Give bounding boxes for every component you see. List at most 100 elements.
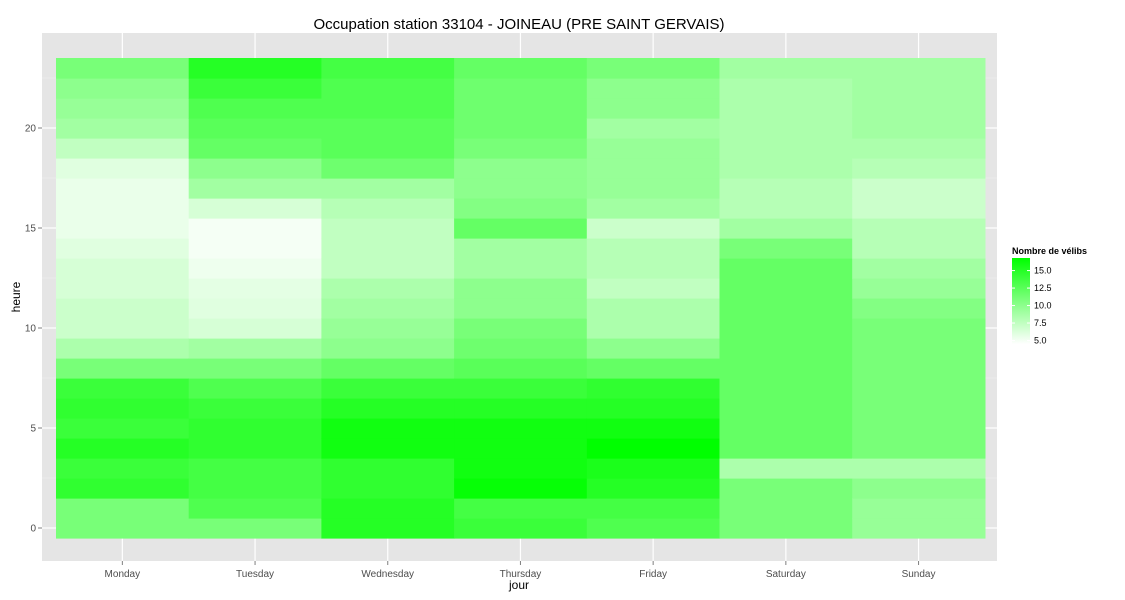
heatmap-cell [56,118,190,139]
heatmap-cell [852,418,986,439]
heatmap-cell [321,118,455,139]
legend-ticks: 15.0 12.5 10.0 7.5 5.0 [1012,266,1052,346]
heatmap-cell [719,78,853,99]
heatmap-cell [321,298,455,319]
heatmap-cell [56,358,190,379]
y-tick-label: 0 [30,524,36,535]
heatmap-cell [719,138,853,159]
heatmap-cell [454,278,588,299]
heatmap-cell [454,438,588,459]
heatmap-cell [321,478,455,499]
x-tick-label: Saturday [766,569,806,580]
heatmap-cell [56,398,190,419]
heatmap-cell [852,438,986,459]
heatmap-cell [719,218,853,239]
heatmap-cell [56,418,190,439]
heatmap-cell [586,198,721,219]
heatmap-cell [586,258,721,279]
heatmap-cell [454,138,588,159]
heatmap-cell [719,298,853,319]
heatmap-cell [56,178,190,199]
heatmap-cell [188,418,322,439]
heatmap-cell [586,418,721,439]
heatmap-cell [321,458,455,479]
heatmap-cell [56,318,190,339]
heatmap-cell [719,118,853,139]
heatmap-cell [321,498,455,519]
x-tick-label: Monday [105,569,141,580]
legend-colorbar [1012,258,1030,344]
heatmap-cell [719,98,853,119]
heatmap-cell [321,418,455,439]
heatmap-cell [188,358,322,379]
heatmap-cell [454,218,588,239]
heatmap-cell [586,98,721,119]
heatmap-cell [188,398,322,419]
heatmap-cell [719,318,853,339]
heatmap-cell [586,378,721,399]
y-tick-label: 20 [25,124,37,135]
heatmap-cell [586,58,721,79]
heatmap-cell [719,398,853,419]
y-axis: 0 5 10 15 20 [25,124,42,535]
heatmap-cell [188,478,322,499]
heatmap-cell [454,518,588,539]
heatmap-cell [586,338,721,359]
heatmap-cell [719,478,853,499]
heatmap-cell [454,78,588,99]
heatmap-cell [586,158,721,179]
heatmap-cell [719,498,853,519]
heatmap-cell [321,338,455,359]
heatmap-cell [56,218,190,239]
heatmap-cell [188,378,322,399]
heatmap-cell [188,458,322,479]
heatmap-cell [852,258,986,279]
heatmap-cell [321,378,455,399]
x-tick-label: Sunday [902,569,936,580]
heatmap-cell [454,118,588,139]
heatmap-cell [852,498,986,519]
legend-tick-label: 10.0 [1034,301,1052,311]
heatmap-cell [56,238,190,259]
legend-tick-label: 15.0 [1034,266,1052,276]
heatmap-cell [56,58,190,79]
heatmap-cell [321,98,455,119]
heatmap-cell [454,398,588,419]
heatmap-cell [56,98,190,119]
heatmap-cell [586,438,721,459]
heatmap-cell [586,318,721,339]
heatmap-cell [321,58,455,79]
heatmap-cell [454,378,588,399]
heatmap-cell [852,98,986,119]
heatmap-cell [454,238,588,259]
heatmap-cell [719,58,853,79]
heatmap-cell [188,498,322,519]
heatmap-cell [321,138,455,159]
legend-title: Nombre de vélibs [1012,246,1087,256]
y-tick-label: 5 [30,424,36,435]
heatmap-cell [852,178,986,199]
heatmap-cell [586,278,721,299]
x-tick-label: Tuesday [236,569,274,580]
heatmap-cell [454,458,588,479]
heatmap-cell [188,118,322,139]
heatmap-cell [56,378,190,399]
heatmap-cell [852,78,986,99]
heatmap-cell [719,238,853,259]
heatmap-cells [56,58,986,539]
heatmap-cell [719,258,853,279]
heatmap-cell [586,398,721,419]
heatmap-cell [454,318,588,339]
heatmap-cell [56,198,190,219]
heatmap-cell [56,478,190,499]
heatmap-cell [586,178,721,199]
heatmap-cell [56,298,190,319]
heatmap-cell [586,458,721,479]
heatmap-cell [188,278,322,299]
heatmap-cell [852,378,986,399]
heatmap-cell [321,398,455,419]
heatmap-cell [321,178,455,199]
heatmap-cell [719,378,853,399]
heatmap-cell [586,498,721,519]
